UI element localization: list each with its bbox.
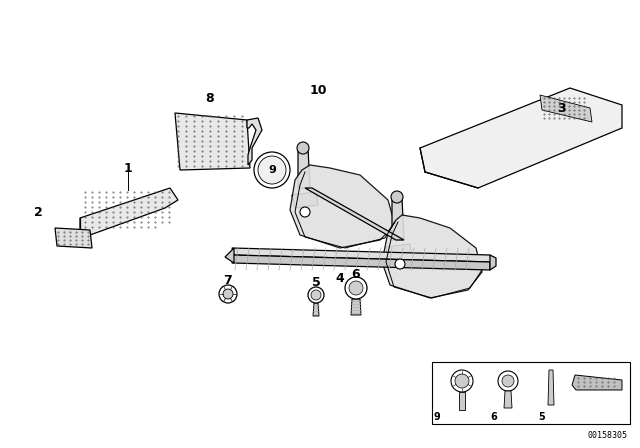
Polygon shape (386, 244, 412, 260)
Polygon shape (298, 148, 310, 188)
Text: 5: 5 (312, 276, 321, 289)
Polygon shape (490, 255, 496, 270)
Polygon shape (292, 192, 318, 208)
Polygon shape (290, 165, 395, 248)
Circle shape (300, 207, 310, 217)
Circle shape (297, 142, 309, 154)
Polygon shape (572, 375, 622, 390)
Polygon shape (80, 188, 178, 235)
Circle shape (223, 289, 233, 299)
Text: 7: 7 (223, 273, 232, 287)
Circle shape (258, 156, 286, 184)
Circle shape (391, 191, 403, 203)
Polygon shape (420, 88, 622, 188)
Polygon shape (55, 228, 92, 248)
Circle shape (349, 281, 363, 295)
Text: 4: 4 (335, 271, 344, 284)
Circle shape (345, 277, 367, 299)
Polygon shape (232, 248, 492, 262)
Polygon shape (351, 299, 361, 315)
Circle shape (455, 374, 469, 388)
Circle shape (308, 287, 324, 303)
Polygon shape (392, 198, 404, 240)
Polygon shape (504, 391, 512, 408)
Polygon shape (313, 303, 319, 316)
Circle shape (395, 259, 405, 269)
Polygon shape (459, 392, 465, 410)
Polygon shape (305, 188, 404, 240)
Circle shape (311, 290, 321, 300)
Text: 8: 8 (205, 91, 214, 104)
Text: 6: 6 (490, 412, 497, 422)
Text: 00158305: 00158305 (588, 431, 628, 440)
Text: 5: 5 (538, 412, 545, 422)
Text: 2: 2 (34, 206, 42, 219)
Text: 3: 3 (557, 102, 566, 115)
Polygon shape (232, 255, 490, 270)
Circle shape (219, 285, 237, 303)
Polygon shape (540, 95, 592, 122)
Polygon shape (247, 118, 262, 165)
Text: 6: 6 (352, 268, 360, 281)
Circle shape (254, 152, 290, 188)
Polygon shape (225, 248, 234, 263)
Text: 9: 9 (434, 412, 441, 422)
Text: 1: 1 (124, 161, 132, 175)
Circle shape (451, 370, 473, 392)
Circle shape (502, 375, 514, 387)
Polygon shape (382, 215, 482, 298)
Text: 10: 10 (309, 83, 327, 96)
Polygon shape (548, 370, 554, 405)
Polygon shape (175, 113, 250, 170)
Bar (432, 362, 630, 424)
Circle shape (498, 371, 518, 391)
Text: 9: 9 (268, 165, 276, 175)
